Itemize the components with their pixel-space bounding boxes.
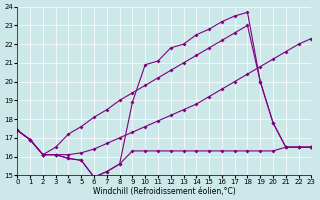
X-axis label: Windchill (Refroidissement éolien,°C): Windchill (Refroidissement éolien,°C) (93, 187, 236, 196)
